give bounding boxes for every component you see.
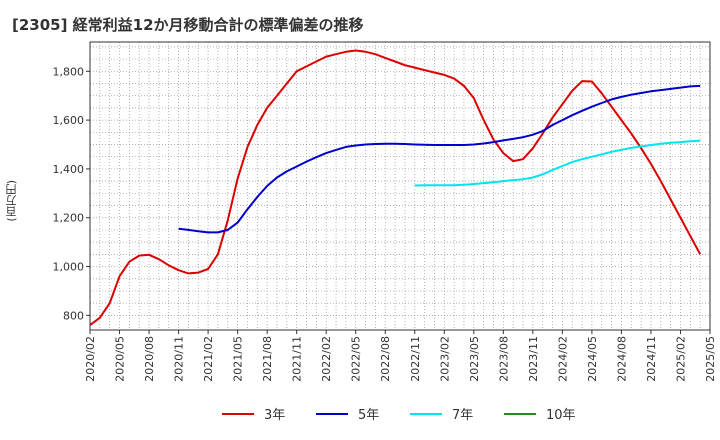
x-axis-ticks: 2020/02 2020/05 2020/08 2020/11 2021/02 2021/…	[84, 330, 717, 382]
x-tick-label: 2023/08	[497, 336, 510, 382]
legend: 3年 5年 7年 10年	[222, 408, 576, 423]
x-tick-label: 2024/02	[556, 336, 569, 382]
x-tick-label: 2021/02	[202, 336, 215, 382]
grid-lines	[90, 42, 710, 330]
x-tick-label: 2022/08	[379, 336, 392, 382]
x-tick-label: 2021/08	[261, 336, 274, 382]
series-line-3年	[89, 49, 702, 326]
y-axis-ticks: 800 1,000 1,200 1,400 1,600 1,800	[53, 65, 90, 322]
y-tick-label: 1,800	[53, 65, 85, 78]
x-tick-label: 2022/11	[409, 336, 422, 382]
y-tick-label: 1,000	[53, 261, 85, 274]
x-tick-label: 2020/02	[84, 336, 97, 382]
x-tick-label: 2023/02	[438, 336, 451, 382]
x-tick-label: 2020/11	[173, 336, 186, 382]
series-line-7年	[414, 139, 701, 187]
x-tick-label: 2024/11	[645, 336, 658, 382]
series-line-5年	[178, 84, 701, 234]
legend-label-3年: 3年	[264, 408, 285, 423]
chart-title: [2305] 経常利益12か月移動合計の標準偏差の推移	[12, 16, 364, 34]
legend-label-10年: 10年	[546, 408, 576, 423]
y-tick-label: 1,600	[53, 114, 85, 127]
x-tick-label: 2020/08	[143, 336, 156, 382]
legend-label-7年: 7年	[452, 408, 473, 423]
y-tick-label: 1,400	[53, 163, 85, 176]
y-tick-label: 800	[63, 309, 84, 322]
y-tick-label: 1,200	[53, 212, 85, 225]
x-tick-label: 2022/02	[320, 336, 333, 382]
x-tick-label: 2024/05	[586, 336, 599, 382]
legend-label-5年: 5年	[358, 408, 379, 423]
x-tick-label: 2021/05	[232, 336, 245, 382]
x-tick-label: 2022/05	[350, 336, 363, 382]
series-lines	[89, 49, 702, 326]
x-tick-label: 2023/05	[468, 336, 481, 382]
x-tick-label: 2025/02	[674, 336, 687, 382]
x-tick-label: 2024/08	[615, 336, 628, 382]
x-tick-label: 2020/05	[114, 336, 127, 382]
x-tick-label: 2021/11	[291, 336, 304, 382]
x-tick-label: 2025/05	[704, 336, 717, 382]
plot-frame	[89, 41, 711, 331]
x-tick-label: 2023/11	[527, 336, 540, 382]
